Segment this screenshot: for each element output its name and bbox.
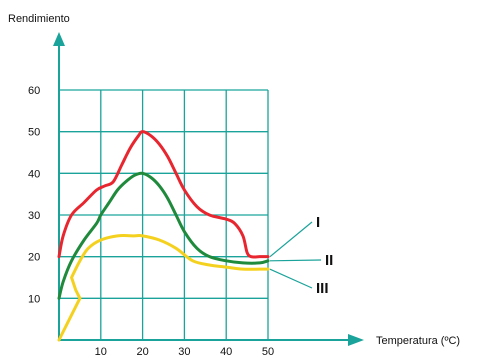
series-line-III: [57, 234, 270, 342]
x-axis-arrow: [348, 334, 364, 346]
y-tick-label-3: 40: [28, 168, 40, 180]
series-label-III: III: [316, 280, 329, 297]
series-label-II: II: [325, 252, 333, 269]
tick-labels: 10 20 30 40 50 60 10 20 30 40 50: [28, 85, 274, 358]
x-tick-label-4: 50: [262, 346, 274, 358]
series-line-II: [57, 171, 270, 300]
x-tick-label-0: 10: [95, 346, 107, 358]
x-axis-title: Temperatura (ºC): [376, 335, 460, 347]
y-axis-arrow: [53, 32, 65, 46]
x-tick-label-2: 30: [178, 346, 190, 358]
x-tick-label-1: 20: [136, 346, 148, 358]
series-lines: [57, 130, 270, 342]
series-leader-I: [269, 221, 313, 258]
y-tick-label-2: 30: [28, 210, 40, 222]
x-tick-label-3: 40: [220, 346, 232, 358]
y-axis-title: Rendimiento: [8, 13, 70, 25]
series-line-I: [57, 130, 270, 259]
series-label-I: I: [316, 214, 320, 231]
y-tick-label-4: 50: [28, 127, 40, 139]
y-tick-label-0: 10: [28, 293, 40, 305]
y-tick-label-1: 20: [28, 252, 40, 264]
series-leader-III: [269, 268, 313, 289]
y-tick-label-5: 60: [28, 85, 40, 97]
axes: [53, 32, 364, 346]
series-leader-II: [269, 259, 322, 262]
grid: [59, 89, 269, 340]
